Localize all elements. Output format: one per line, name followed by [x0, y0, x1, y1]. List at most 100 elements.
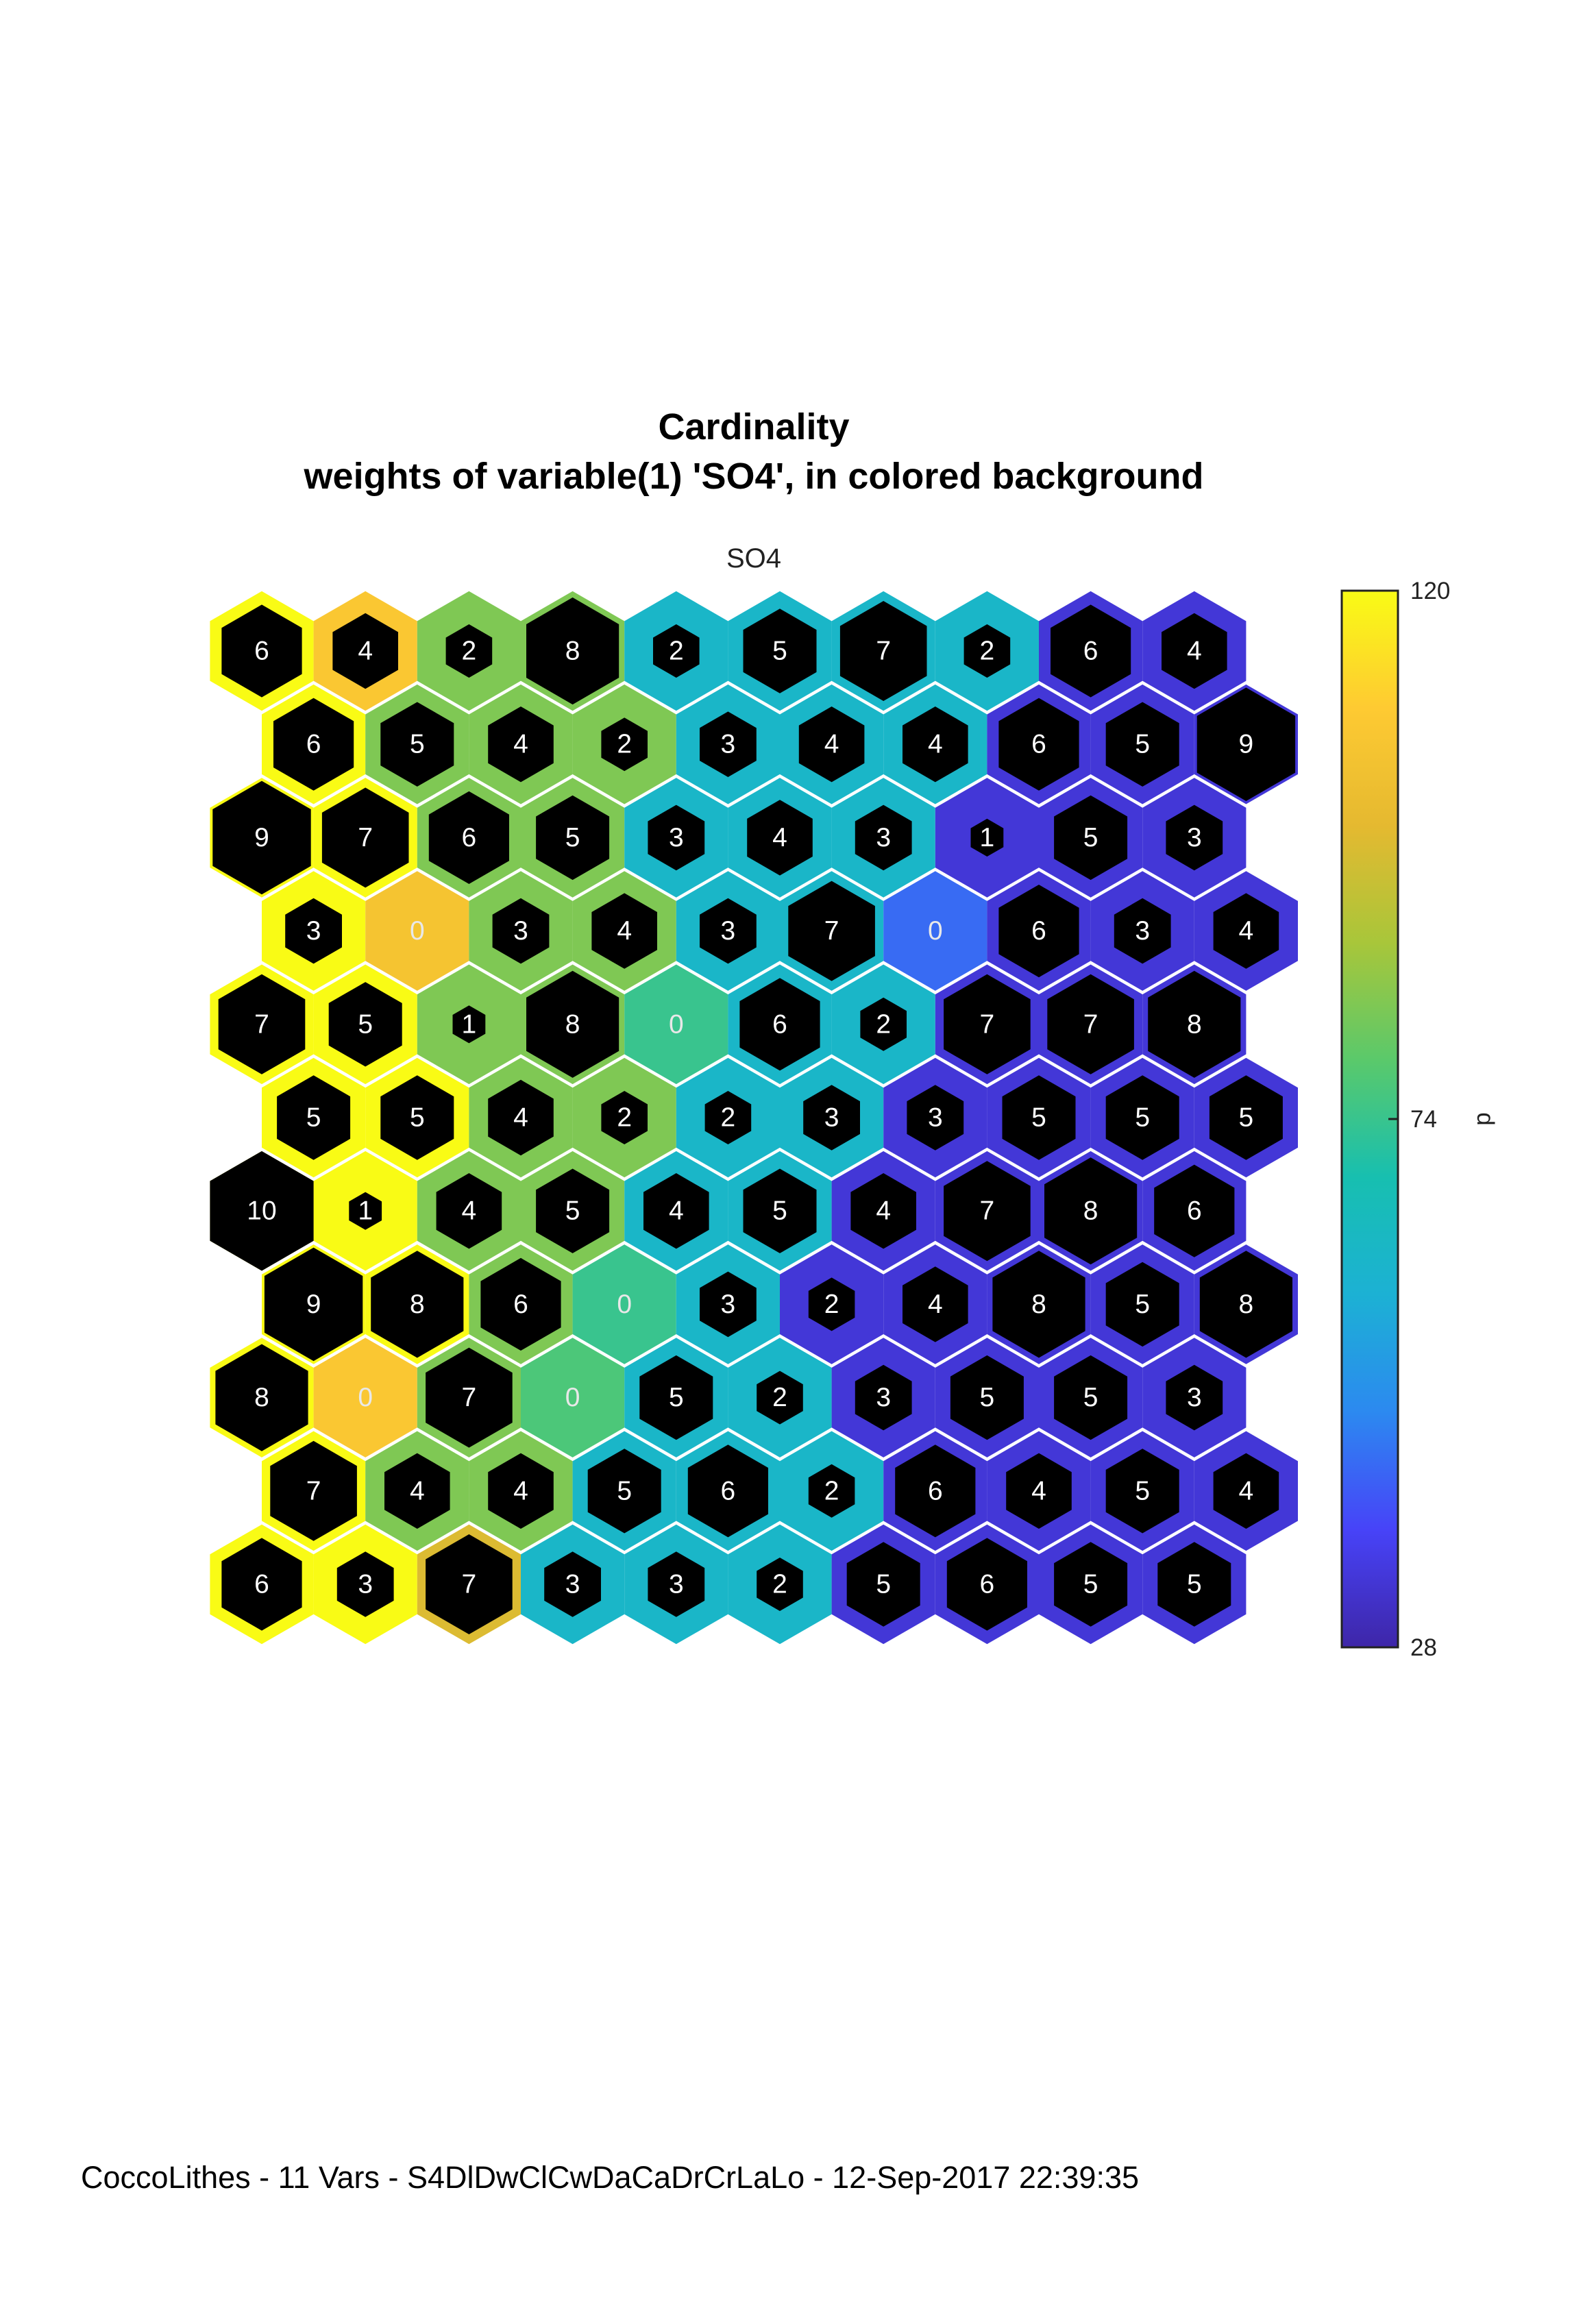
- weight-cell-r3-c6: [883, 871, 987, 991]
- count-label-r1-c1: 5: [410, 730, 425, 759]
- count-label-r5-c7: 5: [1031, 1103, 1046, 1133]
- plot-subtitle: SO4: [726, 543, 782, 574]
- count-label-r0-c3: 8: [565, 637, 580, 666]
- count-label-r8-c4: 5: [669, 1383, 684, 1412]
- count-label-r4-c2: 1: [462, 1009, 477, 1039]
- count-label-r5-c9: 5: [1239, 1103, 1254, 1133]
- count-label-r7-c0: 9: [306, 1290, 321, 1319]
- count-hex-r3-c4: [700, 898, 757, 964]
- count-hex-r3-c2: [492, 898, 550, 964]
- count-label-r7-c5: 2: [824, 1290, 839, 1319]
- count-label-r3-c7: 6: [1031, 916, 1046, 946]
- count-hex-r8-c2: [426, 1347, 513, 1448]
- count-label-r3-c9: 4: [1239, 916, 1254, 946]
- count-label-r8-c8: 5: [1083, 1383, 1098, 1412]
- count-label-r8-c5: 2: [772, 1383, 787, 1412]
- count-hex-r10-c9: [1157, 1542, 1231, 1627]
- count-label-r0-c6: 7: [876, 637, 891, 666]
- count-label-r9-c4: 6: [721, 1476, 736, 1505]
- count-label-r2-c8: 5: [1083, 823, 1098, 852]
- count-hex-r10-c6: [846, 1542, 920, 1627]
- count-hex-r3-c0: [285, 898, 342, 964]
- count-hex-r5-c7: [1002, 1075, 1076, 1160]
- count-label-r5-c3: 2: [617, 1103, 632, 1133]
- count-label-r3-c2: 3: [513, 916, 528, 946]
- count-hex-r2-c5: [747, 800, 813, 876]
- count-hex-r6-c3: [536, 1168, 610, 1253]
- count-label-r10-c7: 6: [980, 1570, 995, 1599]
- count-label-r0-c9: 4: [1187, 637, 1202, 666]
- count-label-r7-c1: 8: [410, 1290, 425, 1319]
- count-label-r4-c6: 2: [876, 1009, 891, 1039]
- count-label-r6-c8: 8: [1083, 1196, 1098, 1226]
- count-label-r10-c8: 5: [1083, 1570, 1098, 1599]
- count-label-r10-c0: 6: [254, 1570, 269, 1599]
- count-hex-r9-c4: [687, 1444, 768, 1538]
- count-label-r9-c5: 2: [824, 1476, 839, 1505]
- count-label-r2-c7: 1: [980, 823, 995, 852]
- count-hex-r10-c2: [426, 1534, 513, 1634]
- count-label-r6-c0: 10: [247, 1196, 276, 1226]
- count-label-r4-c3: 8: [565, 1009, 580, 1039]
- count-label-r4-c1: 5: [358, 1009, 373, 1039]
- count-label-r1-c9: 9: [1239, 730, 1254, 759]
- colorbar-tick-label: 74: [1410, 1106, 1437, 1133]
- count-label-r3-c8: 3: [1135, 916, 1150, 946]
- count-hex-r5-c4: [704, 1091, 752, 1144]
- count-hex-r2-c1: [321, 787, 409, 888]
- count-hex-r10-c5: [757, 1558, 803, 1611]
- count-label-r4-c7: 7: [980, 1009, 995, 1039]
- count-hex-r9-c2: [488, 1453, 554, 1529]
- colorbar-label: d: [1472, 1112, 1499, 1125]
- count-hex-r4-c6: [860, 997, 907, 1051]
- count-label-r9-c1: 4: [410, 1476, 425, 1505]
- count-hex-r10-c8: [1054, 1542, 1128, 1627]
- count-hex-r7-c1: [371, 1251, 464, 1358]
- count-label-r2-c5: 4: [772, 823, 787, 852]
- count-hex-r8-c7: [950, 1355, 1024, 1440]
- count-label-r8-c3: 0: [565, 1383, 580, 1412]
- count-label-r10-c3: 3: [565, 1570, 580, 1599]
- count-hex-r7-c5: [808, 1277, 855, 1331]
- count-label-r1-c8: 5: [1135, 730, 1150, 759]
- count-hex-r1-c4: [700, 711, 757, 777]
- count-hex-r6-c1: [349, 1192, 382, 1230]
- count-hex-r4-c5: [739, 978, 820, 1071]
- count-hex-r7-c0: [264, 1247, 363, 1362]
- count-hex-r7-c2: [480, 1257, 561, 1351]
- count-hex-r0-c7: [963, 624, 1011, 678]
- count-hex-r8-c5: [757, 1370, 803, 1425]
- count-label-r8-c1: 0: [358, 1383, 373, 1412]
- count-hex-r0-c3: [526, 597, 619, 705]
- count-hex-r1-c8: [1105, 702, 1179, 787]
- count-hex-r5-c9: [1209, 1075, 1283, 1160]
- count-label-r8-c2: 7: [462, 1383, 477, 1412]
- count-label-r0-c0: 6: [254, 637, 269, 666]
- count-hex-r2-c7: [970, 818, 1004, 857]
- weight-cell-r3-c1: [365, 871, 469, 991]
- count-label-r8-c0: 8: [254, 1383, 269, 1412]
- count-label-r2-c3: 5: [565, 823, 580, 852]
- count-label-r9-c8: 5: [1135, 1476, 1150, 1505]
- count-hex-r1-c0: [273, 698, 354, 791]
- count-hex-r1-c6: [903, 706, 968, 783]
- count-label-r1-c4: 3: [721, 730, 736, 759]
- count-label-r3-c6: 0: [928, 916, 943, 946]
- count-label-r5-c4: 2: [721, 1103, 736, 1133]
- count-label-r2-c9: 3: [1187, 823, 1202, 852]
- count-label-r4-c9: 8: [1187, 1009, 1202, 1039]
- count-label-r2-c4: 3: [669, 823, 684, 852]
- count-hex-r3-c8: [1114, 898, 1171, 964]
- count-label-r1-c2: 4: [513, 730, 528, 759]
- count-label-r1-c5: 4: [824, 730, 839, 759]
- count-hex-r1-c3: [601, 717, 648, 772]
- count-hex-r8-c4: [639, 1355, 713, 1440]
- count-hex-r3-c7: [998, 885, 1079, 978]
- count-label-r8-c9: 3: [1187, 1383, 1202, 1412]
- count-label-r9-c3: 5: [617, 1476, 632, 1505]
- count-label-r7-c8: 5: [1135, 1290, 1150, 1319]
- count-hex-r8-c9: [1166, 1364, 1223, 1431]
- count-hex-r3-c5: [788, 881, 875, 981]
- count-hex-r0-c1: [332, 613, 398, 689]
- count-label-r2-c1: 7: [358, 823, 373, 852]
